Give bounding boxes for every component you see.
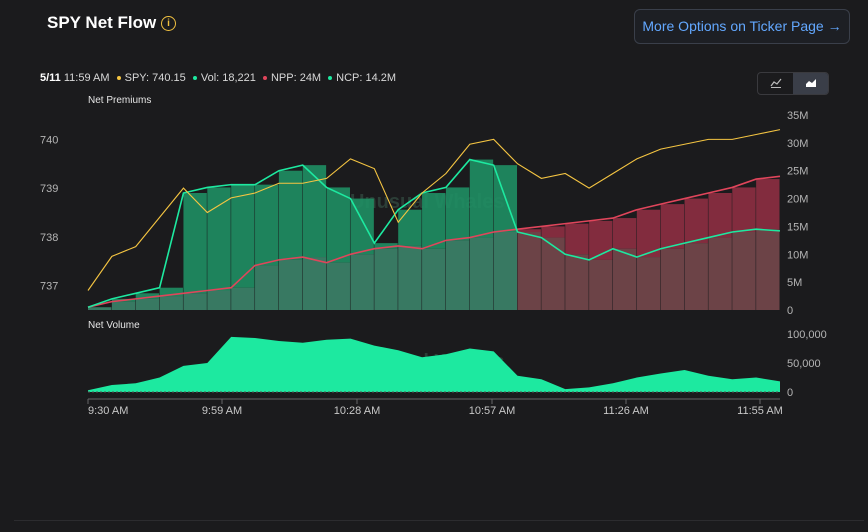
area-chart-icon <box>805 79 816 88</box>
area-chart-toggle[interactable] <box>793 73 828 94</box>
line-chart-toggle[interactable] <box>758 73 793 94</box>
status-spy: SPY: 740.15 <box>124 72 186 84</box>
line-chart-icon <box>770 78 781 89</box>
status-time: 11:59 AM <box>63 72 110 84</box>
status-vol: Vol: 18,221 <box>200 72 256 84</box>
spy-dot-icon <box>116 76 121 81</box>
status-ncp: NCP: 14.2M <box>336 72 397 84</box>
status-npp: NPP: 24M <box>270 72 322 84</box>
status-bar: 5/11 11:59 AM SPY: 740.15 Vol: 18,221 NP… <box>40 72 396 84</box>
arrow-right-icon: → <box>827 18 842 34</box>
npp-dot-icon <box>262 76 267 81</box>
chart-type-toggle <box>757 72 829 95</box>
more-options-button[interactable]: More Options on Ticker Page → <box>634 9 850 44</box>
info-icon[interactable]: i <box>161 16 176 31</box>
more-options-label: More Options on Ticker Page <box>642 18 824 34</box>
vol-dot-icon <box>192 76 197 81</box>
ncp-dot-icon <box>328 76 333 81</box>
card-title: SPY Net Flow <box>47 13 157 32</box>
status-date: 5/11 <box>40 72 61 84</box>
